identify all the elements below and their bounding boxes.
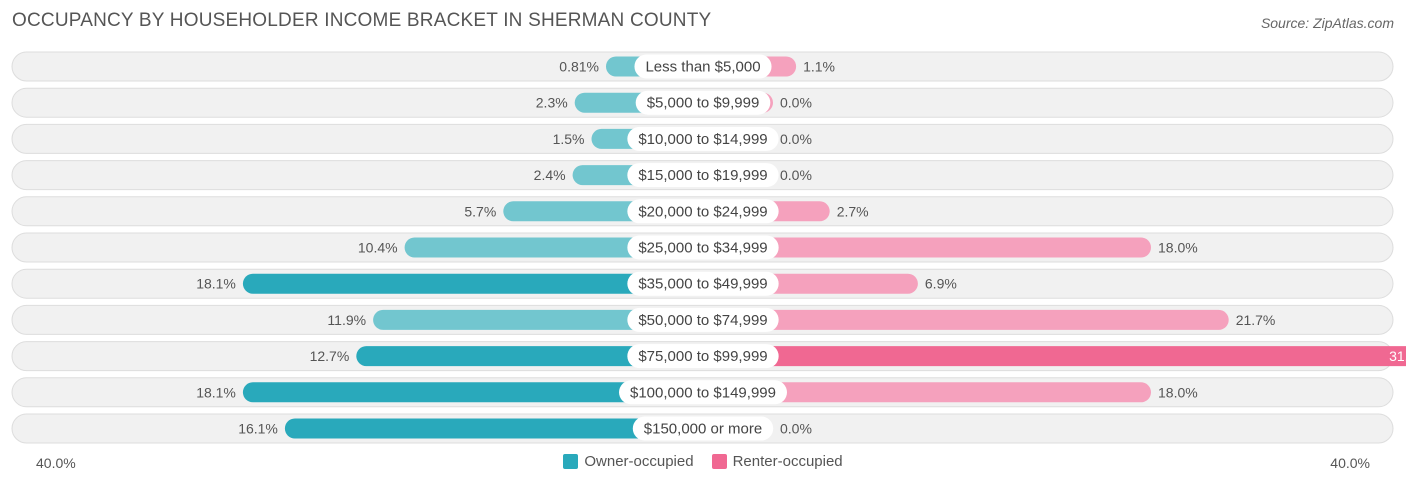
owner-value-label: 10.4% [358, 240, 398, 256]
category-label: $150,000 or more [644, 421, 762, 438]
category-label: $20,000 to $24,999 [638, 203, 767, 220]
owner-value-label: 12.7% [310, 348, 350, 364]
axis-right-label: 40.0% [1330, 455, 1370, 471]
chart-plot: Less than $5,000 0.81% 1.1% $5,000 to $9,99… [11, 51, 1406, 444]
category-label: $15,000 to $19,999 [638, 167, 767, 184]
category-label: $25,000 to $34,999 [638, 240, 767, 257]
category-pill [627, 235, 779, 260]
category-pill [627, 163, 779, 188]
category-label: $50,000 to $74,999 [638, 312, 767, 329]
owner-bar [373, 309, 703, 330]
category-pill [627, 126, 779, 151]
owner-bar [404, 237, 703, 258]
legend-swatch-renter [711, 454, 727, 469]
owner-value-label: 5.7% [464, 203, 496, 219]
chart-title: OCCUPANCY BY HOUSEHOLDER INCOME BRACKET … [12, 10, 712, 31]
renter-value-label: 6.9% [925, 276, 957, 292]
legend-label-renter: Renter-occupied [732, 453, 843, 470]
renter-bar [703, 346, 1406, 367]
owner-value-label: 0.81% [559, 59, 599, 75]
owner-value-label: 18.1% [196, 384, 236, 400]
owner-value-label: 2.4% [534, 167, 566, 183]
owner-value-label: 2.3% [536, 95, 568, 111]
owner-value-label: 1.5% [553, 131, 585, 147]
legend-swatch-owner [563, 454, 579, 469]
renter-value-label: 21.7% [1236, 312, 1276, 328]
renter-value-label: 18.0% [1158, 384, 1198, 400]
category-label: $35,000 to $49,999 [638, 276, 767, 293]
axis-left-label: 40.0% [36, 455, 76, 471]
category-label: $75,000 to $99,999 [638, 348, 767, 365]
owner-bar [284, 418, 703, 439]
category-pill [627, 344, 779, 369]
category-label: $100,000 to $149,999 [630, 384, 776, 401]
renter-bar [703, 237, 1151, 258]
renter-value-label: 2.7% [837, 203, 869, 219]
renter-value-label: 0.0% [780, 95, 812, 111]
category-pill [627, 271, 779, 296]
category-pill [627, 307, 779, 332]
renter-bar [703, 309, 1229, 330]
chart-source: Source: ZipAtlas.com [1260, 15, 1394, 31]
legend: Owner-occupied Renter-occupied [0, 453, 1406, 470]
owner-bar [356, 346, 703, 367]
owner-value-label: 18.1% [196, 276, 236, 292]
category-label: $5,000 to $9,999 [647, 95, 760, 112]
category-pill [634, 54, 772, 79]
renter-value-label: 0.0% [780, 421, 812, 437]
category-pill [619, 380, 787, 405]
category-label: Less than $5,000 [645, 59, 760, 76]
legend-label-owner: Owner-occupied [584, 453, 694, 470]
legend-item-renter[interactable]: Renter-occupied [711, 453, 843, 470]
owner-value-label: 16.1% [238, 421, 278, 437]
category-pill [632, 416, 774, 441]
renter-value-label: 1.1% [803, 59, 835, 75]
renter-value-label: 0.0% [780, 167, 812, 183]
renter-value-label: 18.0% [1158, 240, 1198, 256]
category-pill [627, 199, 779, 224]
category-pill [635, 90, 771, 115]
renter-value-label: 0.0% [780, 131, 812, 147]
owner-value-label: 11.9% [327, 312, 366, 328]
renter-bar [703, 382, 1151, 403]
owner-bar [242, 273, 703, 294]
owner-bar [242, 382, 703, 403]
renter-value-label: 31.8% [1389, 348, 1406, 364]
legend-item-owner[interactable]: Owner-occupied [563, 453, 694, 470]
category-label: $10,000 to $14,999 [638, 131, 767, 148]
